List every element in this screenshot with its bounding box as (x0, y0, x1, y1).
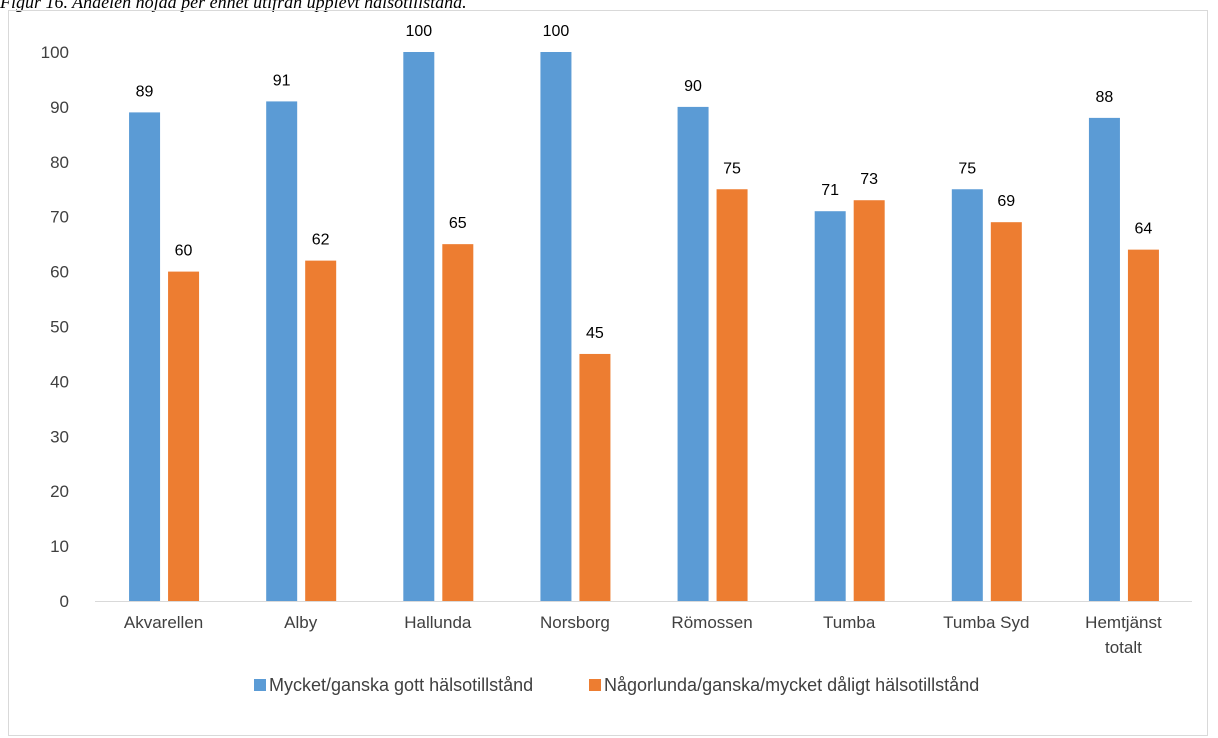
figure-caption: Figur 16. Andelen nöjda per enhet utifrå… (0, 0, 467, 12)
bar-poor-health (442, 244, 474, 601)
data-label: 64 (1135, 221, 1153, 238)
y-tick-label: 60 (50, 263, 69, 282)
data-label: 65 (449, 215, 467, 232)
data-label: 71 (821, 182, 839, 199)
bar-poor-health (305, 260, 337, 601)
data-label: 100 (405, 23, 432, 40)
bar-poor-health (1127, 249, 1159, 601)
data-label: 100 (543, 23, 570, 40)
y-tick-label: 10 (50, 537, 69, 556)
y-tick-label: 0 (60, 592, 69, 611)
data-label: 89 (136, 83, 154, 100)
bar-good-health (1088, 117, 1120, 601)
bar-good-health (266, 101, 298, 601)
x-category-label: Tumba (823, 613, 876, 632)
x-category-label: Tumba Syd (943, 613, 1029, 632)
bar-good-health (540, 52, 572, 601)
y-tick-label: 70 (50, 208, 69, 227)
x-category-label: Hemtjänst totalt (1085, 613, 1162, 657)
bar-poor-health (168, 271, 200, 601)
data-label: 73 (860, 171, 878, 188)
x-category-label: Alby (284, 613, 318, 632)
data-label: 62 (312, 232, 330, 249)
data-label: 60 (175, 243, 193, 260)
y-tick-label: 20 (50, 482, 69, 501)
x-category-label: Akvarellen (124, 613, 203, 632)
y-tick-label: 100 (41, 43, 69, 62)
data-label: 91 (273, 72, 291, 89)
y-tick-label: 90 (50, 98, 69, 117)
bar-good-health (814, 211, 846, 601)
bar-good-health (403, 52, 435, 601)
data-label: 69 (997, 193, 1015, 210)
data-label: 45 (586, 325, 604, 342)
data-label: 75 (723, 160, 741, 177)
bar-poor-health (853, 200, 885, 602)
legend-label: Mycket/ganska gott hälsotillstånd (269, 675, 533, 695)
bar-chart: 0 10 20 30 40 50 60 70 80 90 100 89 91 100 100 90 71 75 88… (41, 23, 1192, 695)
y-tick-label: 30 (50, 427, 69, 446)
y-tick-label: 40 (50, 372, 69, 391)
bar-poor-health (716, 189, 748, 601)
bar-poor-health (990, 222, 1022, 601)
y-tick-label: 80 (50, 153, 69, 172)
legend-swatch (589, 679, 601, 691)
y-tick-label: 50 (50, 318, 69, 337)
x-category-label: Römossen (671, 613, 752, 632)
x-category-label: Hallunda (404, 613, 472, 632)
data-label: 75 (958, 160, 976, 177)
chart-frame: 0 10 20 30 40 50 60 70 80 90 100 89 91 100 100 90 71 75 88… (8, 10, 1208, 736)
data-label: 88 (1096, 89, 1114, 106)
legend-swatch (254, 679, 266, 691)
bar-good-health (951, 189, 983, 601)
x-category-label: Norsborg (540, 613, 610, 632)
bar-good-health (677, 106, 709, 602)
bar-good-health (129, 112, 161, 601)
bar-poor-health (579, 353, 611, 601)
data-label: 90 (684, 78, 702, 95)
legend-label: Någorlunda/ganska/mycket dåligt hälsotil… (604, 675, 979, 695)
